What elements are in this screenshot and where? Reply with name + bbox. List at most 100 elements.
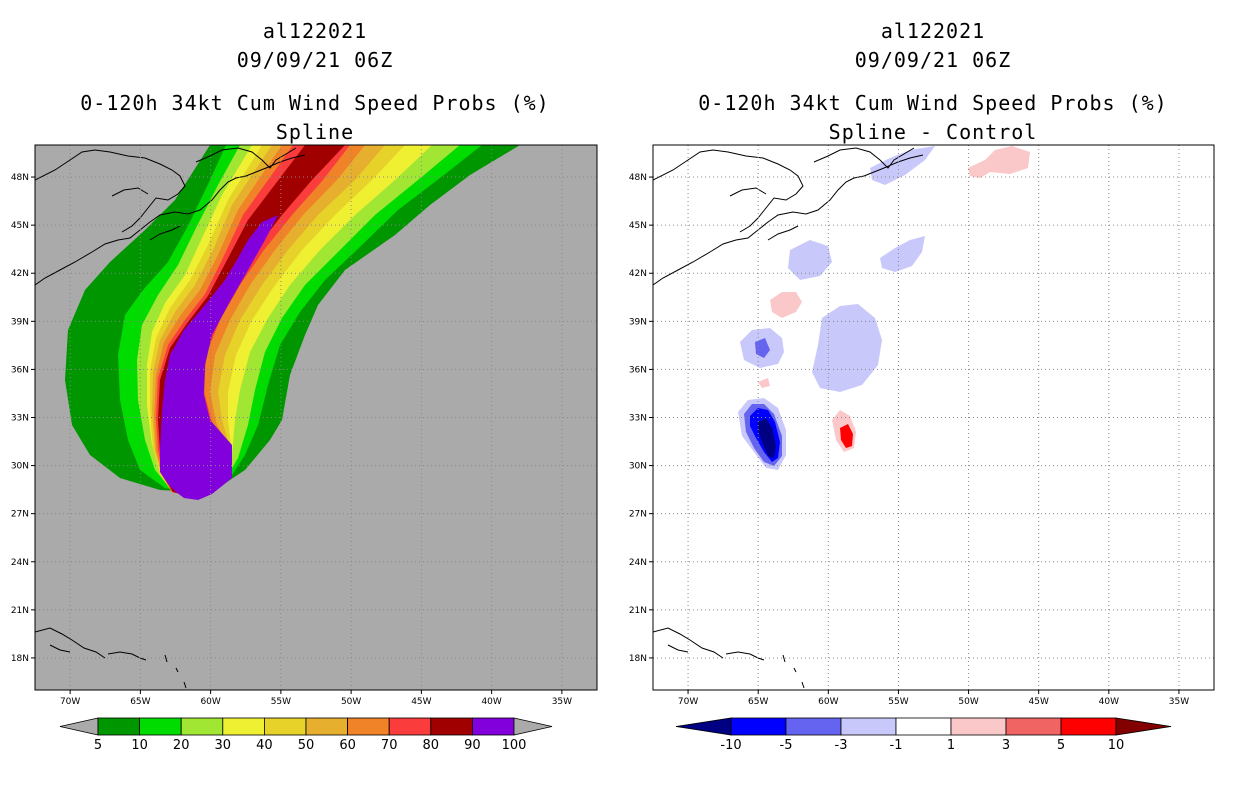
left-panel-title: al122021 09/09/21 06Z 0-120h 34kt Cum Wi… xyxy=(35,17,595,147)
blob-positive-north xyxy=(770,292,802,318)
right-datetime: 09/09/21 06Z xyxy=(854,48,1012,72)
right-xtick-label-3: 55W xyxy=(888,697,908,707)
right-ytick-label-9: 21N xyxy=(629,606,647,616)
right-map-panel: 70W 65W 60W 55W 50W 45W 40W 35W 48N 45N 42N 39N 36N… xyxy=(629,144,1215,707)
coastline-caribbean xyxy=(35,627,187,689)
left-ytick-label-7: 27N xyxy=(11,510,29,520)
right-y-axis: 48N 45N 42N 39N 36N 33N 30N 27N 24N 21N 18N xyxy=(629,173,653,664)
right-colorbar-cap-high xyxy=(1115,717,1172,736)
right-colorbar-label-6: 5 xyxy=(1057,738,1065,753)
right-colorbar-label-7: 10 xyxy=(1108,738,1125,753)
right-colorbar-label-3: -1 xyxy=(890,738,903,753)
right-colorbar-box-2 xyxy=(840,717,897,736)
left-map-panel: 70W 65W 60W 55W 50W 45W 40W 35W 48N 45N 42N 39N 36N… xyxy=(11,144,598,707)
blob-negative-north-1 xyxy=(788,240,832,280)
right-xtick-label-7: 35W xyxy=(1169,697,1189,707)
right-ytick-label-3: 39N xyxy=(629,317,647,327)
left-colorbar-box-3 xyxy=(222,717,265,736)
left-xtick-label-4: 50W xyxy=(341,697,361,707)
left-colorbar-box-5 xyxy=(305,717,348,736)
left-x-axis: 70W 65W 60W 55W 50W 45W 40W 35W xyxy=(60,690,572,707)
right-colorbar-box-3 xyxy=(895,717,952,736)
left-xtick-label-0: 70W xyxy=(60,697,80,707)
right-xtick-label-1: 65W xyxy=(748,697,768,707)
left-colorbar-label-1: 10 xyxy=(131,738,148,753)
blob-negative-central xyxy=(812,304,882,392)
right-colorbar-label-1: -5 xyxy=(780,738,793,753)
right-colorbar-label-4: 1 xyxy=(947,738,955,753)
left-probability-contours xyxy=(65,145,520,500)
left-colorbar-box-4 xyxy=(263,717,307,736)
left-colorbar-label-5: 50 xyxy=(298,738,315,753)
left-colorbar-label-0: 5 xyxy=(94,738,102,753)
coastline-north-america xyxy=(35,147,306,286)
left-colorbar-box-1 xyxy=(139,717,182,736)
left-colorbar-box-6 xyxy=(347,717,390,736)
left-colorbar-cap-high xyxy=(513,717,553,736)
right-colorbar-box-6 xyxy=(1060,717,1117,736)
left-ytick-label-8: 24N xyxy=(11,558,29,568)
right-colorbar-box-5 xyxy=(1005,717,1062,736)
right-xtick-label-0: 70W xyxy=(678,697,698,707)
left-xtick-label-6: 40W xyxy=(481,697,501,707)
left-ytick-label-6: 30N xyxy=(11,462,29,472)
left-colorbar-label-8: 80 xyxy=(423,738,440,753)
right-xtick-label-6: 40W xyxy=(1099,697,1119,707)
left-ytick-label-2: 42N xyxy=(11,269,29,279)
left-colorbar-box-9 xyxy=(471,717,515,736)
right-subtitle: Spline - Control xyxy=(828,120,1038,144)
right-x-axis: 70W 65W 60W 55W 50W 45W 40W 35W xyxy=(678,690,1189,707)
right-ytick-label-2: 42N xyxy=(629,269,647,279)
right-colorbar-cap-low xyxy=(675,717,732,736)
right-xtick-label-5: 45W xyxy=(1029,697,1049,707)
left-colorbar: 5 10 20 30 40 50 60 70 80 90 100 xyxy=(59,717,553,753)
left-colorbar-label-2: 20 xyxy=(173,738,190,753)
right-ytick-label-5: 33N xyxy=(629,414,647,424)
blob-south-negative-d xyxy=(758,418,776,458)
left-ytick-label-10: 18N xyxy=(11,654,29,664)
left-colorbar-label-4: 40 xyxy=(256,738,273,753)
right-colorbar: -10 -5 -3 -1 1 3 5 10 xyxy=(675,717,1172,753)
coastline-north-america-right xyxy=(653,147,924,286)
blob-positive-core xyxy=(840,424,853,448)
left-ytick-label-3: 39N xyxy=(11,317,29,327)
left-ytick-label-0: 48N xyxy=(11,173,29,183)
left-ytick-label-4: 36N xyxy=(11,365,29,375)
left-gridlines xyxy=(35,145,597,690)
left-colorbar-box-0 xyxy=(97,717,140,736)
right-ytick-label-4: 36N xyxy=(629,365,647,375)
left-colorbar-label-9: 90 xyxy=(464,738,481,753)
left-xtick-label-5: 45W xyxy=(411,697,431,707)
right-colorbar-box-1 xyxy=(785,717,842,736)
left-y-axis: 48N 45N 42N 39N 36N 33N 30N 27N 24N 21N 18N xyxy=(11,173,35,664)
right-colorbar-label-2: -3 xyxy=(835,738,848,753)
left-ytick-label-9: 21N xyxy=(11,606,29,616)
right-xtick-label-2: 60W xyxy=(818,697,838,707)
left-ytick-label-5: 33N xyxy=(11,414,29,424)
left-colorbar-cap-low xyxy=(59,717,99,736)
left-colorbar-box-8 xyxy=(430,717,473,736)
coastline-caribbean-right xyxy=(653,627,805,689)
left-storm-id: al122021 xyxy=(262,19,368,43)
right-ytick-label-6: 30N xyxy=(629,462,647,472)
right-panel-title: al122021 09/09/21 06Z 0-120h 34kt Cum Wi… xyxy=(653,17,1213,147)
left-xtick-label-7: 35W xyxy=(552,697,572,707)
right-ytick-label-7: 27N xyxy=(629,510,647,520)
right-ytick-label-8: 24N xyxy=(629,558,647,568)
blob-positive-west-small xyxy=(758,378,770,388)
right-xtick-label-4: 50W xyxy=(958,697,978,707)
left-coastlines xyxy=(35,147,306,689)
contour-90 xyxy=(160,215,278,500)
left-colorbar-label-6: 60 xyxy=(339,738,356,753)
right-ytick-label-10: 18N xyxy=(629,654,647,664)
blob-positive-northeast xyxy=(968,146,1030,178)
left-xtick-label-2: 60W xyxy=(200,697,220,707)
right-colorbar-label-0: -10 xyxy=(720,738,741,753)
blob-negative-north-2 xyxy=(880,236,925,272)
right-ytick-label-0: 48N xyxy=(629,173,647,183)
right-gridlines xyxy=(653,145,1214,690)
left-xtick-label-1: 65W xyxy=(130,697,150,707)
right-coastlines xyxy=(653,147,924,689)
right-title: 0-120h 34kt Cum Wind Speed Probs (%) xyxy=(698,91,1168,115)
